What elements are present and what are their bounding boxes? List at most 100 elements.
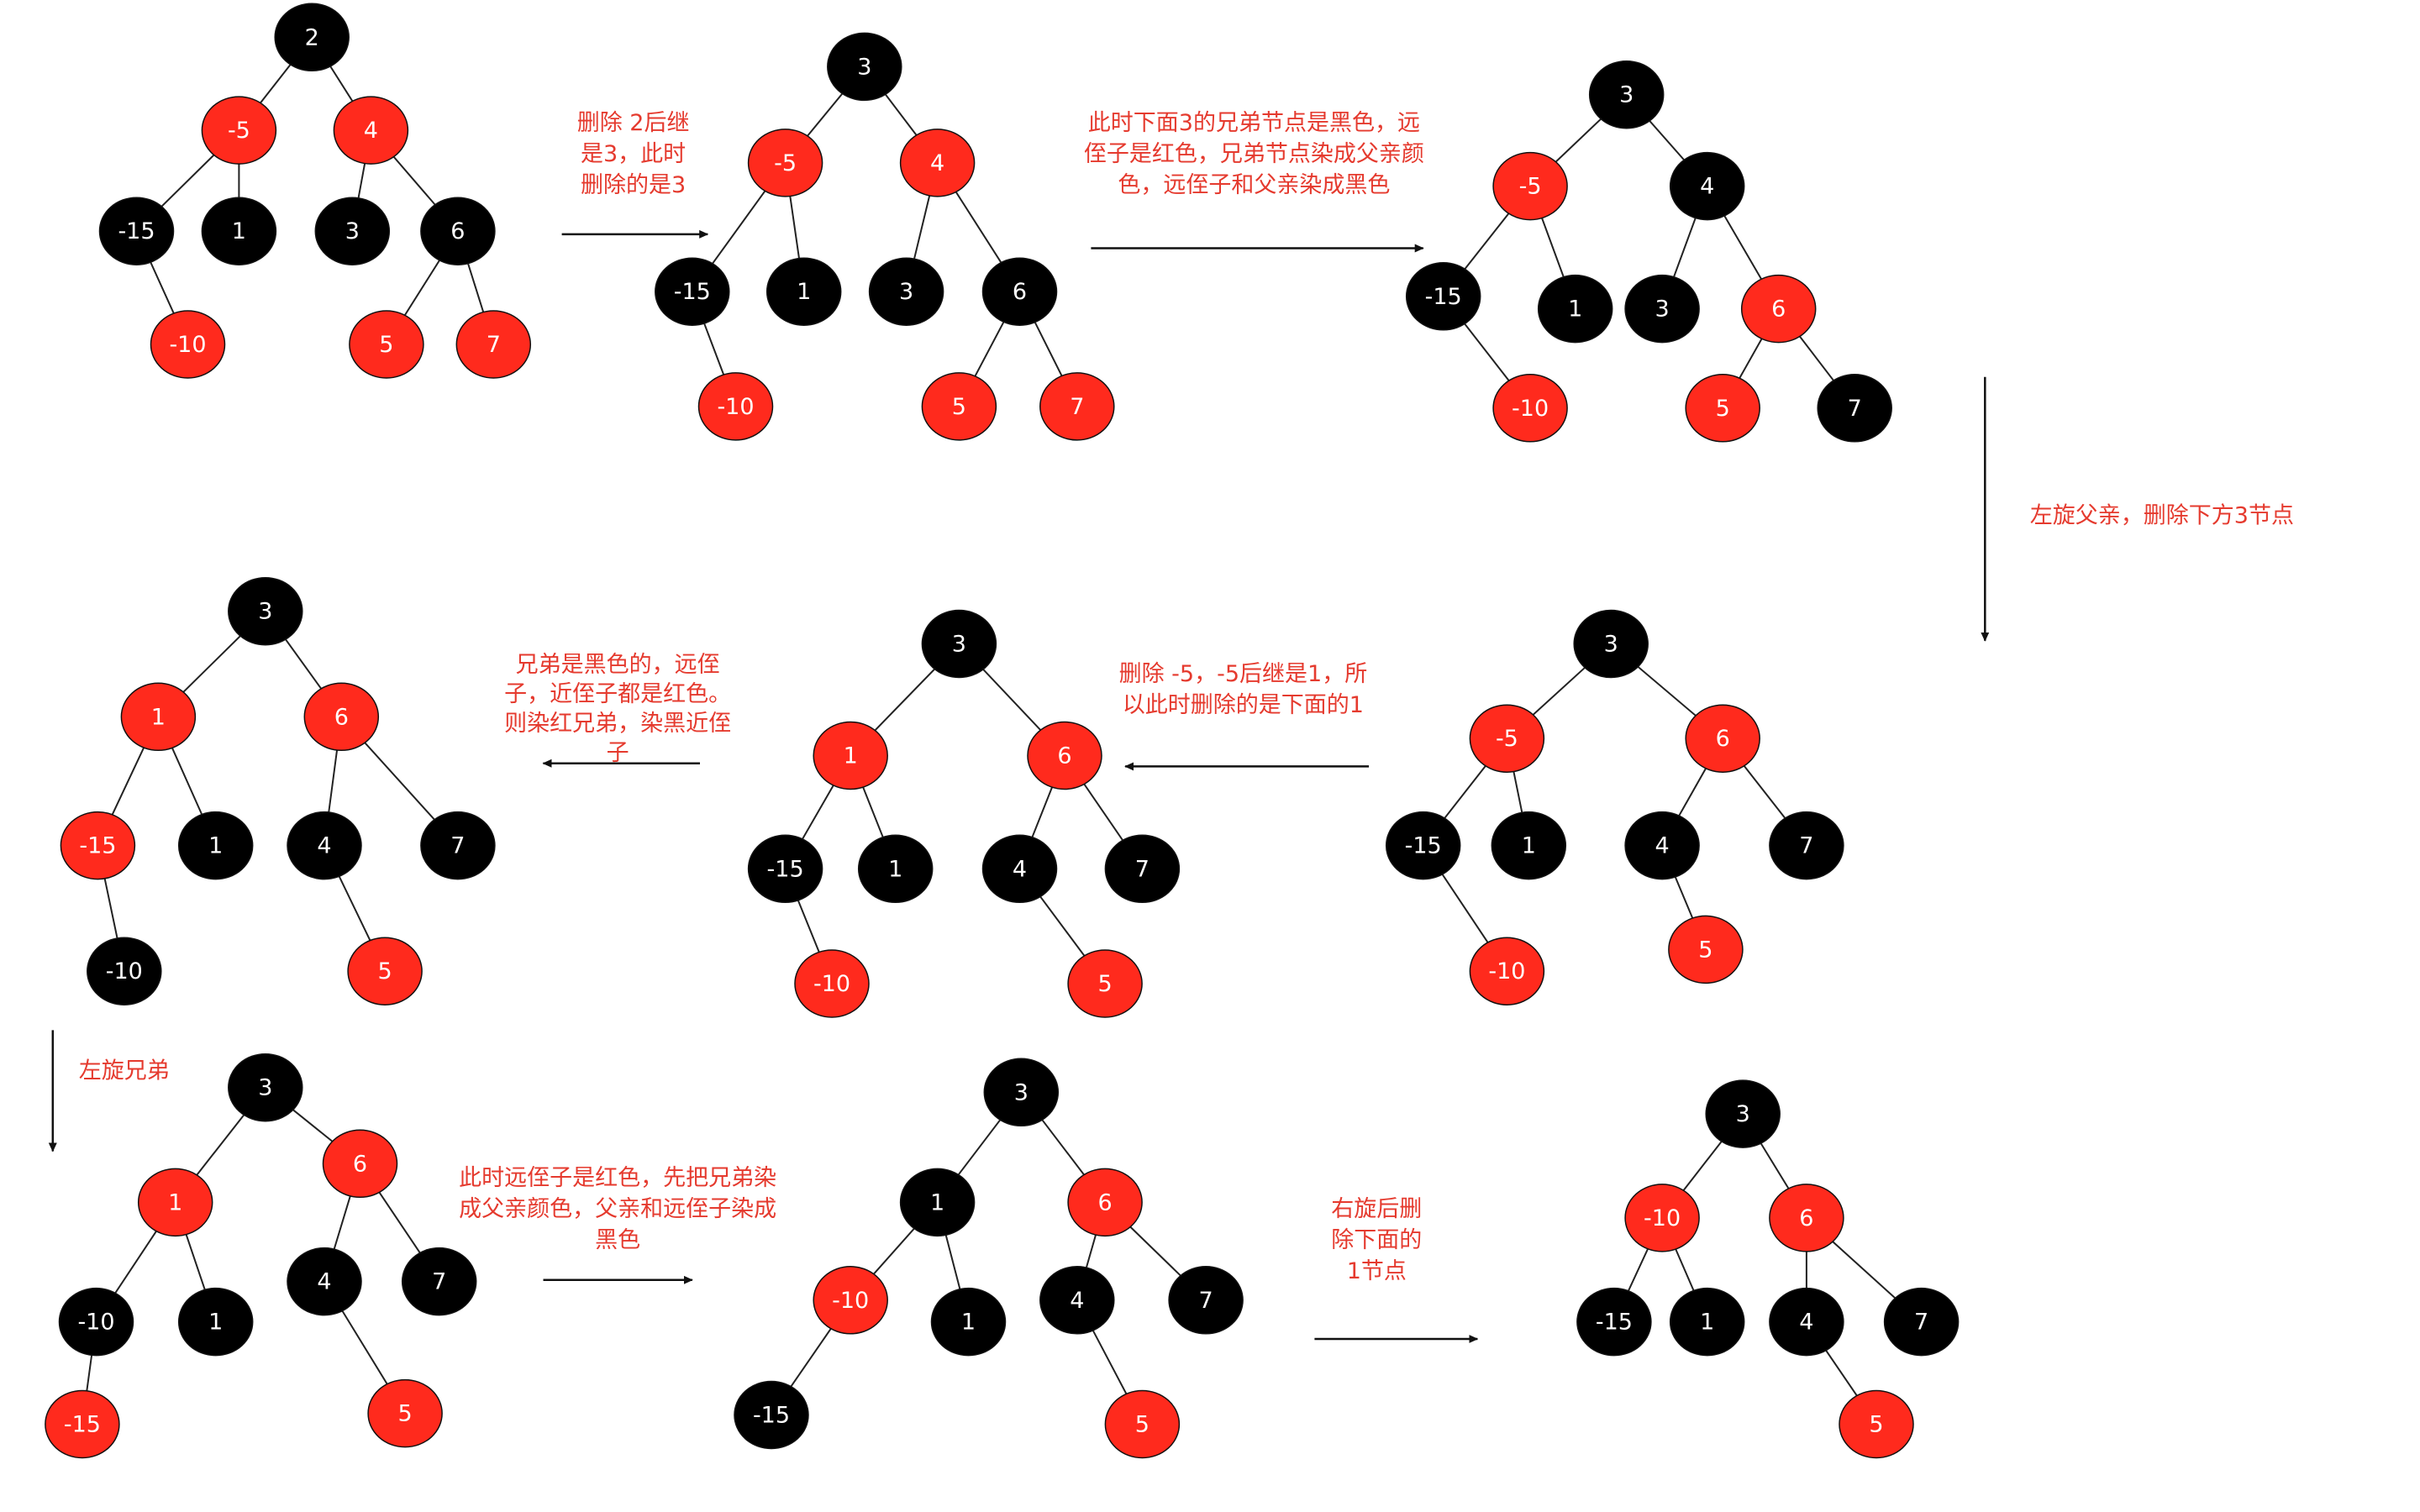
node-circle-black xyxy=(1705,1079,1781,1148)
tree-node: 7 xyxy=(401,1247,477,1316)
node-circle-black xyxy=(228,1053,303,1122)
tree-node: -15 xyxy=(1385,811,1461,880)
tree-edges-t3-recolor xyxy=(1442,93,1855,409)
annotation-line: 子 xyxy=(607,740,629,766)
node-label: 7 xyxy=(1799,833,1813,859)
node-label: 6 xyxy=(334,704,349,730)
node-label: -15 xyxy=(767,856,804,882)
node-label: 4 xyxy=(1070,1288,1084,1314)
node-label: 5 xyxy=(1716,396,1730,422)
tree-node: 6 xyxy=(1685,704,1760,773)
node-circle-black xyxy=(177,1287,254,1357)
node-circle-black xyxy=(1039,1266,1115,1335)
node-circle-black xyxy=(274,3,350,72)
node-circle-black xyxy=(1168,1266,1244,1335)
node-circle-black xyxy=(287,811,362,880)
node-circle-black xyxy=(1537,274,1613,344)
node-label: 1 xyxy=(168,1189,182,1215)
tree-node: 7 xyxy=(1168,1266,1244,1335)
node-label: 6 xyxy=(450,218,465,244)
node-circle-black xyxy=(734,1380,809,1450)
annotation-line: 成父亲颜色，父亲和远侄子染成 xyxy=(459,1196,776,1222)
tree-node: 6 xyxy=(1067,1168,1143,1237)
node-circle-red xyxy=(367,1378,443,1448)
node-label: -15 xyxy=(753,1403,790,1429)
tree-node: 3 xyxy=(1705,1079,1781,1148)
node-circle-black xyxy=(1405,262,1481,331)
node-label: 5 xyxy=(379,332,393,358)
nodes-layer: 2 -5 4 -15 1 3 6 -10 5 7 3 -5 4 -15 1 3 6 -10 5 7 3 -5 4 -15 1 3 6… xyxy=(45,3,1960,1459)
node-circle-black xyxy=(1883,1287,1960,1357)
node-label: 1 xyxy=(1700,1310,1714,1336)
tree-edges-t7-rotate-sibling xyxy=(81,1086,440,1425)
node-label: -10 xyxy=(1488,958,1525,984)
node-label: -10 xyxy=(1512,396,1549,422)
node-label: 5 xyxy=(1869,1412,1883,1438)
annotation-line: 子，近侄子都是红色。 xyxy=(504,681,731,707)
node-label: 6 xyxy=(1057,743,1071,769)
node-label: -5 xyxy=(774,150,797,176)
tree-node: 1 xyxy=(177,811,254,880)
node-label: 3 xyxy=(952,632,966,658)
node-circle-black xyxy=(1576,1287,1652,1357)
tree-node: -15 xyxy=(655,257,730,326)
node-circle-red xyxy=(45,1389,120,1459)
node-circle-red xyxy=(322,1129,398,1199)
annotation-a3: 左旋父亲，删除下方3节点 xyxy=(2030,502,2294,528)
node-label: 4 xyxy=(317,1269,331,1295)
tree-node: -15 xyxy=(98,197,175,265)
node-label: 7 xyxy=(450,833,465,859)
node-label: 3 xyxy=(857,54,871,80)
tree-node: 3 xyxy=(228,576,303,646)
node-label: 6 xyxy=(353,1151,367,1177)
tree-node: -10 xyxy=(1492,374,1568,443)
node-circle-black xyxy=(827,32,902,102)
tree-node: 4 xyxy=(1769,1287,1844,1357)
node-label: 7 xyxy=(1070,394,1084,420)
node-label: 4 xyxy=(1013,856,1027,882)
tree-node: 5 xyxy=(1839,1389,1914,1459)
annotation-line: 此时下面3的兄弟节点是黑色，远 xyxy=(1088,110,1420,136)
node-circle-black xyxy=(177,811,254,880)
node-label: 3 xyxy=(1619,82,1634,108)
node-label: 5 xyxy=(1098,971,1113,997)
node-circle-red xyxy=(349,310,424,379)
node-label: 4 xyxy=(1799,1310,1813,1336)
annotation-line: 以此时删除的是下面的1 xyxy=(1123,692,1364,718)
tree-node: -10 xyxy=(150,310,226,379)
node-circle-black xyxy=(420,811,496,880)
node-circle-red xyxy=(1039,372,1115,441)
node-label: 4 xyxy=(930,150,944,176)
tree-node: 7 xyxy=(455,310,532,379)
node-label: 4 xyxy=(317,833,331,859)
node-circle-black xyxy=(1817,374,1892,443)
tree-node: -10 xyxy=(1624,1184,1700,1252)
node-circle-red xyxy=(1492,374,1568,443)
node-circle-black xyxy=(981,834,1058,904)
node-label: 3 xyxy=(1655,297,1670,323)
tree-node: 4 xyxy=(287,1247,362,1316)
node-circle-black xyxy=(857,834,934,904)
node-label: 7 xyxy=(432,1269,446,1295)
tree-edges-t2-replace-root xyxy=(691,66,1078,407)
node-circle-black xyxy=(1104,834,1181,904)
node-circle-red xyxy=(794,949,870,1018)
node-label: -10 xyxy=(717,394,754,420)
node-label: 6 xyxy=(1013,279,1027,305)
node-label: 7 xyxy=(1848,396,1862,422)
tree-node: -5 xyxy=(1492,151,1568,221)
node-circle-red xyxy=(303,682,380,752)
node-label: 1 xyxy=(930,1189,944,1215)
node-label: 7 xyxy=(1135,856,1150,882)
node-circle-red xyxy=(1668,915,1744,984)
tree-node: 5 xyxy=(1685,374,1760,443)
node-label: 3 xyxy=(1014,1079,1028,1105)
node-circle-red xyxy=(747,129,823,197)
tree-node: -5 xyxy=(1469,704,1545,773)
node-label: 5 xyxy=(1698,937,1712,963)
tree-node: 6 xyxy=(322,1129,398,1199)
